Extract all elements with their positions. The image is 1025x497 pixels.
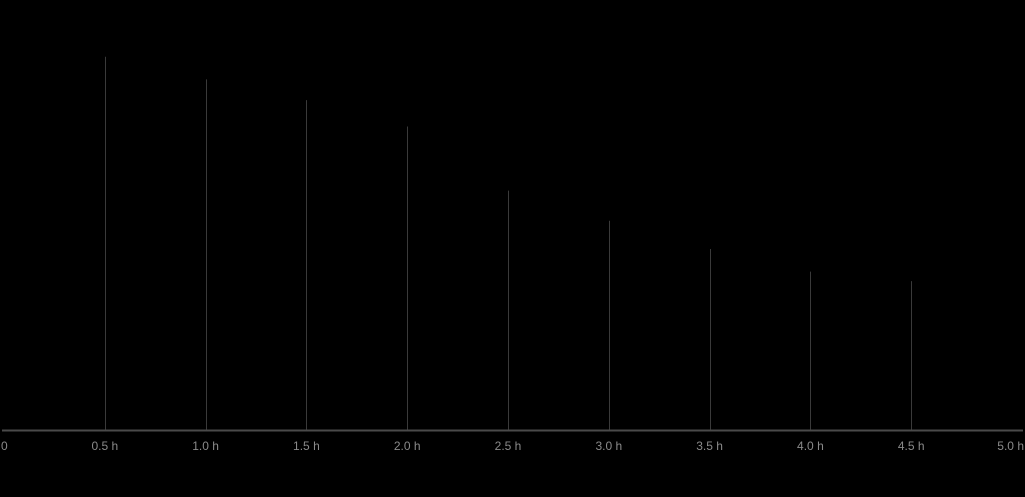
x-tick-label: 4.0 h xyxy=(797,439,824,453)
x-tick-label: 2.5 h xyxy=(495,439,522,453)
x-tick-label: 2.0 h xyxy=(394,439,421,453)
x-tick-label: 1.5 h xyxy=(293,439,320,453)
x-tick-label: 4.5 h xyxy=(898,439,925,453)
x-tick-label: 0 xyxy=(1,439,8,453)
x-tick-label: 3.0 h xyxy=(595,439,622,453)
x-tick-label: 3.5 h xyxy=(696,439,723,453)
x-tick-label: 1.0 h xyxy=(192,439,219,453)
x-tick-label: 0.5 h xyxy=(91,439,118,453)
x-tick-label: 5.0 h xyxy=(997,439,1024,453)
x-tick-labels: 0 0.5 h 1.0 h 1.5 h 2.0 h 2.5 h 3.0 h 3.5 h 4.0 … xyxy=(1,439,1024,453)
bars-group xyxy=(105,56,912,430)
